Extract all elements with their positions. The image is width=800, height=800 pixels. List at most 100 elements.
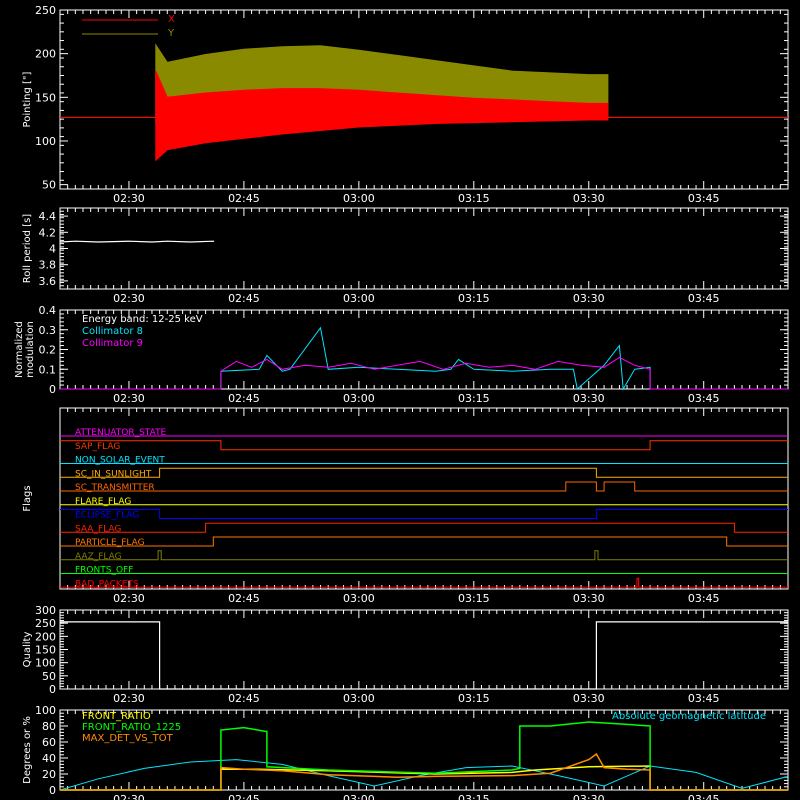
quality-ytick-label: 150 [35, 644, 56, 657]
pointing-ylabel: Pointing ["] [22, 71, 33, 127]
legend-geomag-latitude: Absolute geomagnetic latitude [612, 711, 766, 722]
ratios-xtick-label: 02:45 [228, 793, 260, 800]
modulation-ylabel: Normalizedmodulation [14, 321, 36, 378]
ratios-xtick-label: 03:15 [458, 793, 490, 800]
pointing-ytick-label: 250 [35, 4, 56, 17]
pointing-frame [59, 9, 789, 190]
pointing-series-x-band [60, 70, 788, 162]
pointing-xtick-label: 03:15 [458, 192, 490, 205]
quality-ylabel: Quality [22, 632, 33, 668]
ratios-ytick-label: 60 [42, 736, 56, 749]
pointing-ytick-label: 200 [35, 48, 56, 61]
ratios-xtick-label: 02:30 [113, 793, 145, 800]
flag-row-fronts-off: FRONTS_OFF [60, 566, 788, 576]
ratios-ylabel: Degrees or % [22, 716, 33, 784]
quality-xtick-label: 03:00 [343, 692, 375, 705]
quality-ytick-label: 250 [35, 617, 56, 630]
flag-line [60, 522, 788, 533]
legend-front-ratio-1225: FRONT_RATIO_1225 [82, 722, 181, 733]
flag-row-saa-flag: SAA_FLAG [60, 522, 788, 534]
pointing-ytick-label: 150 [35, 91, 56, 104]
flag-row-sap-flag: SAP_FLAG [60, 440, 788, 452]
flag-label: SC_IN_SUNLIGHT [75, 469, 152, 479]
flag-row-non-solar-event: NON_SOLAR_EVENT [60, 456, 788, 466]
roll-ylabel: Roll period [s] [22, 214, 33, 283]
flag-row-eclipse-flag: ECLIPSE_FLAG [60, 509, 788, 521]
ratios-ytick-label: 100 [35, 704, 56, 717]
flag-row-sc-transmitter: SC_TRANSMITTER [60, 481, 788, 493]
roll-period-line [59, 240, 214, 243]
pointing-legend: X Y [82, 14, 175, 39]
quality-ytick-label: 100 [35, 657, 56, 670]
quality-xtick-label: 02:30 [113, 692, 145, 705]
flag-row-flare-flag: FLARE_FLAG [60, 497, 788, 507]
flag-line [60, 536, 788, 547]
roll-xtick-label: 02:45 [228, 292, 260, 305]
legend-max-det-vs-tot: MAX_DET_VS_TOT [82, 733, 174, 744]
quality-ytick-label: 0 [49, 683, 56, 696]
pointing-ytick-label: 100 [35, 135, 56, 148]
quality-line [60, 621, 788, 690]
legend-collimator-8: Collimator 8 [82, 326, 143, 337]
modulation-xtick-label: 03:15 [458, 392, 490, 405]
flag-label: BAD_PACKETS [75, 579, 139, 589]
roll-xtick-label: 03:45 [688, 292, 720, 305]
pointing-xtick-label: 03:30 [573, 192, 605, 205]
pointing-xtick-label: 02:45 [228, 192, 260, 205]
flag-label: SAA_FLAG [75, 524, 121, 534]
ratios-ytick-label: 20 [42, 768, 56, 781]
flag-line [60, 440, 788, 451]
pointing-xtick-label: 03:45 [688, 192, 720, 205]
roll-xtick-label: 03:30 [573, 292, 605, 305]
modulation-ytick-label: 0.4 [39, 304, 57, 317]
quality-ytick-label: 300 [35, 604, 56, 617]
ratios-axes: 02:30 02:45 03:00 03:15 03:30 03:45 0 20 40 60 80 1… [35, 704, 789, 800]
roll-xtick-label: 02:30 [113, 292, 145, 305]
modulation-axes: 02:30 02:45 03:00 03:15 03:30 03:45 0 0.1 0.2 0.3… [39, 304, 789, 405]
flag-line [60, 550, 788, 561]
flags-xtick-label: 02:30 [113, 592, 145, 605]
modulation-xtick-label: 02:30 [113, 392, 145, 405]
flags-xtick-label: 03:15 [458, 592, 490, 605]
flags-axes: 02:30 02:45 03:00 03:15 03:30 03:45 [59, 407, 789, 605]
flags-frame [59, 407, 789, 590]
quality-ytick-label: 200 [35, 630, 56, 643]
legend-collimator-9: Collimator 9 [82, 338, 143, 349]
modulation-xtick-label: 02:45 [228, 392, 260, 405]
flag-label: SC_TRANSMITTER [75, 483, 155, 493]
flag-label: FRONTS_OFF [75, 566, 133, 576]
flag-label: ATTENUATOR_STATE [75, 428, 167, 438]
front-ratio-1225-line [60, 721, 788, 791]
flags-ylabel: Flags [22, 485, 33, 511]
quality-xtick-label: 03:45 [688, 692, 720, 705]
flag-label: AAZ_FLAG [75, 552, 122, 562]
modulation-legend: Energy band: 12-25 keV Collimator 8 Coll… [82, 314, 203, 349]
legend-y-label: Y [167, 28, 175, 39]
ratios-legend: FRONT_RATIO FRONT_RATIO_1225 MAX_DET_VS_… [82, 711, 766, 744]
flag-row-aaz-flag: AAZ_FLAG [60, 550, 788, 562]
flags-xtick-label: 03:45 [688, 592, 720, 605]
flag-label: SAP_FLAG [75, 442, 120, 452]
modulation-ytick-label: 0 [49, 383, 56, 396]
collimator-9-line [60, 356, 788, 390]
pointing-ytick-label: 50 [42, 179, 56, 192]
legend-energy-band: Energy band: 12-25 keV [82, 314, 203, 325]
flags-xtick-label: 03:00 [343, 592, 375, 605]
ratios-ytick-label: 80 [42, 720, 56, 733]
roll-axes: 02:30 02:45 03:00 03:15 03:30 03:45 3.6 3.8 4 4.2… [39, 207, 789, 305]
roll-ytick-label: 4.2 [39, 226, 57, 239]
flag-line [60, 467, 788, 478]
flag-label: ECLIPSE_FLAG [75, 511, 139, 521]
pointing-axes: 02:30 02:45 03:00 03:15 03:30 03:45 50 100 150 20… [35, 4, 789, 205]
ratios-xtick-label: 03:00 [343, 793, 375, 800]
modulation-ytick-label: 0.3 [39, 324, 57, 337]
modulation-ytick-label: 0.1 [39, 363, 57, 376]
modulation-xtick-label: 03:30 [573, 392, 605, 405]
ratios-ytick-label: 0 [49, 784, 56, 797]
roll-xtick-label: 03:15 [458, 292, 490, 305]
quality-axes: 02:30 02:45 03:00 03:15 03:30 03:450501001502… [35, 604, 789, 705]
modulation-ytick-label: 0.2 [39, 344, 57, 357]
flag-label: NON_SOLAR_EVENT [75, 456, 165, 466]
